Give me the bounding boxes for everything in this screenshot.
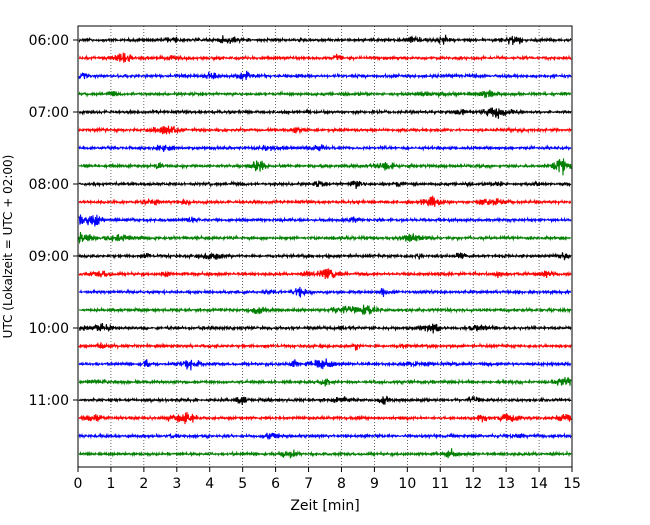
trace-line xyxy=(78,158,572,176)
y-tick-label: 08:00 xyxy=(29,177,69,193)
y-axis-title: UTC (Lokalzeit = UTC + 02:00) xyxy=(1,155,15,339)
x-tick-label: 13 xyxy=(497,476,515,492)
x-tick-label: 14 xyxy=(530,476,548,492)
trace-line xyxy=(78,144,572,152)
trace-line xyxy=(78,195,572,207)
trace-line xyxy=(78,52,572,63)
plot-frame xyxy=(77,25,573,468)
trace-line xyxy=(78,180,572,190)
trace-line xyxy=(78,358,572,371)
trace-line xyxy=(78,286,572,298)
y-tick-label: 09:00 xyxy=(29,249,69,265)
x-tick-label: 3 xyxy=(172,476,181,492)
trace-line xyxy=(78,251,572,261)
trace-line xyxy=(78,34,572,46)
trace-line xyxy=(78,377,572,387)
x-tick-label: 6 xyxy=(271,476,280,492)
x-tick-label: 2 xyxy=(139,476,148,492)
y-tick-label: 10:00 xyxy=(29,321,69,337)
y-tick-label: 06:00 xyxy=(29,33,69,49)
trace-line xyxy=(78,70,572,81)
trace-line xyxy=(78,342,572,351)
x-tick-label: 15 xyxy=(563,476,581,492)
x-tick-label: 8 xyxy=(337,476,346,492)
y-tick-label: 11:00 xyxy=(29,393,69,409)
x-tick-label: 10 xyxy=(398,476,416,492)
x-tick-label: 11 xyxy=(431,476,449,492)
x-tick-label: 4 xyxy=(205,476,214,492)
trace-line xyxy=(78,411,572,425)
trace-line xyxy=(78,448,572,459)
trace-line xyxy=(78,322,572,334)
x-tick-label: 9 xyxy=(370,476,379,492)
trace-group xyxy=(78,34,572,459)
y-axis: 06:00 07:00 08:00 09:00 10:00 11:00 xyxy=(29,33,78,409)
trace-line xyxy=(78,268,572,280)
x-tick-label: 0 xyxy=(74,476,83,492)
x-axis-title: Zeit [min] xyxy=(290,498,359,514)
trace-line xyxy=(78,432,572,440)
trace-line xyxy=(78,214,572,227)
x-tick-label: 1 xyxy=(106,476,115,492)
x-tick-label: 12 xyxy=(464,476,482,492)
y-tick-label: 07:00 xyxy=(29,105,69,121)
trace-line xyxy=(78,89,572,99)
x-tick-label: 7 xyxy=(304,476,313,492)
x-axis: 0 1 2 3 4 5 6 7 8 9 10 11 12 13 14 15 xyxy=(74,467,581,492)
trace-line xyxy=(78,395,572,406)
x-tick-label: 5 xyxy=(238,476,247,492)
trace-line xyxy=(78,232,572,245)
trace-line xyxy=(78,107,572,119)
trace-line xyxy=(78,125,572,135)
trace-line xyxy=(78,304,572,316)
